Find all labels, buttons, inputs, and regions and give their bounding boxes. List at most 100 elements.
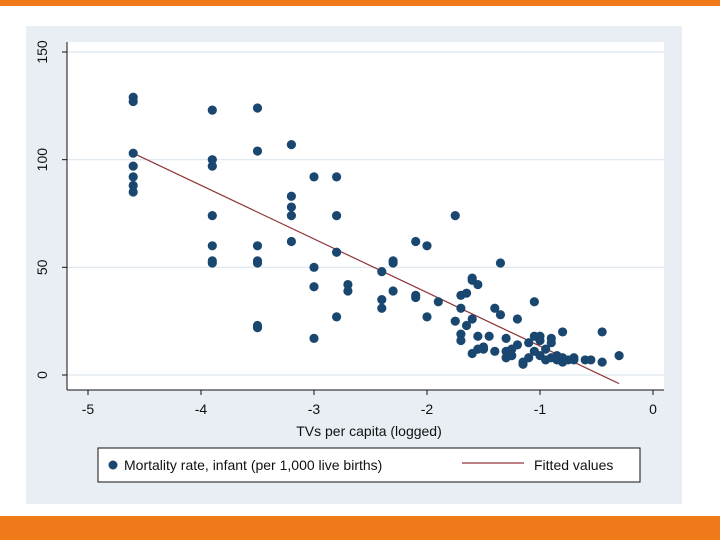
data-point — [484, 331, 494, 341]
data-point — [252, 323, 263, 333]
top-accent-bar — [0, 0, 720, 6]
y-ticks: 0 50 100 150 — [34, 40, 67, 379]
data-point — [473, 331, 483, 341]
data-point — [128, 180, 138, 191]
legend-label-fitted: Fitted values — [534, 457, 613, 473]
data-point — [467, 314, 477, 324]
data-point — [495, 258, 506, 268]
data-point — [507, 351, 517, 361]
x-tick-label: -1 — [534, 401, 547, 417]
data-point — [490, 346, 500, 356]
data-point — [286, 191, 296, 201]
x-tick-label: 0 — [649, 401, 657, 417]
data-point — [377, 295, 387, 305]
data-point — [332, 211, 342, 221]
x-axis-title: TVs per capita (logged) — [296, 423, 442, 439]
data-point — [332, 312, 342, 322]
bottom-accent-bar — [0, 516, 720, 540]
data-points — [128, 92, 624, 369]
data-point — [597, 357, 607, 367]
data-point — [207, 241, 217, 251]
data-point — [286, 139, 296, 150]
data-point — [343, 286, 353, 296]
data-point — [450, 316, 460, 326]
data-point — [388, 258, 398, 268]
fitted-line-layer — [132, 152, 620, 385]
data-point — [128, 172, 138, 182]
data-point — [456, 329, 466, 339]
data-point — [422, 312, 432, 322]
data-point — [252, 241, 263, 251]
data-point — [286, 236, 296, 247]
data-point — [597, 327, 607, 337]
data-point — [478, 344, 489, 354]
data-point — [309, 262, 319, 272]
x-tick-label: -5 — [82, 401, 95, 417]
data-point — [207, 258, 217, 268]
data-point — [286, 202, 296, 212]
data-point — [524, 353, 534, 363]
data-point — [309, 282, 319, 292]
axes — [66, 42, 664, 391]
legend-box — [97, 447, 641, 483]
data-point — [586, 355, 596, 365]
data-point — [558, 327, 568, 337]
gridlines — [67, 51, 664, 376]
data-point — [343, 279, 353, 290]
data-point — [377, 267, 387, 277]
data-point — [411, 236, 421, 247]
y-tick-label: 50 — [34, 259, 50, 275]
data-point — [128, 148, 138, 158]
data-point — [541, 344, 551, 354]
data-point — [207, 211, 217, 221]
data-point — [207, 161, 217, 171]
data-point — [128, 161, 138, 171]
x-tick-label: -3 — [308, 401, 321, 417]
data-point — [490, 303, 500, 313]
data-point — [332, 247, 342, 257]
data-point — [286, 211, 296, 221]
legend-marker-mortality — [108, 460, 118, 470]
data-point — [535, 335, 545, 346]
data-point — [252, 258, 263, 268]
data-point — [473, 279, 483, 290]
data-point — [512, 314, 523, 324]
data-point — [461, 288, 472, 298]
data-point — [461, 320, 472, 331]
data-point — [512, 340, 523, 350]
y-tick-label: 0 — [34, 371, 50, 379]
data-point — [252, 146, 263, 156]
data-point — [207, 155, 217, 165]
fitted-values-line — [132, 152, 620, 385]
data-point — [128, 96, 138, 107]
data-point — [207, 105, 217, 115]
data-point — [433, 297, 443, 307]
data-point — [501, 333, 511, 343]
y-tick-label: 150 — [34, 40, 50, 64]
data-point — [377, 303, 387, 313]
data-point — [252, 103, 263, 113]
data-point — [450, 211, 460, 221]
x-ticks: -5 -4 -3 -2 -1 0 — [82, 390, 657, 417]
data-point — [411, 292, 421, 303]
data-point — [309, 172, 319, 182]
data-point — [456, 335, 466, 346]
data-point — [524, 338, 534, 348]
data-point — [332, 172, 342, 182]
x-tick-label: -4 — [195, 401, 208, 417]
x-tick-label: -2 — [421, 401, 434, 417]
data-point — [518, 359, 528, 369]
data-point — [529, 297, 539, 307]
data-point — [128, 187, 138, 197]
data-point — [614, 351, 624, 361]
data-point — [495, 310, 506, 320]
y-tick-label: 100 — [34, 148, 50, 172]
data-point — [309, 333, 319, 343]
data-point — [456, 303, 466, 313]
data-point — [388, 286, 398, 296]
data-point — [546, 338, 556, 348]
plot-area — [67, 42, 664, 390]
data-point — [422, 241, 432, 251]
data-point — [569, 355, 579, 365]
